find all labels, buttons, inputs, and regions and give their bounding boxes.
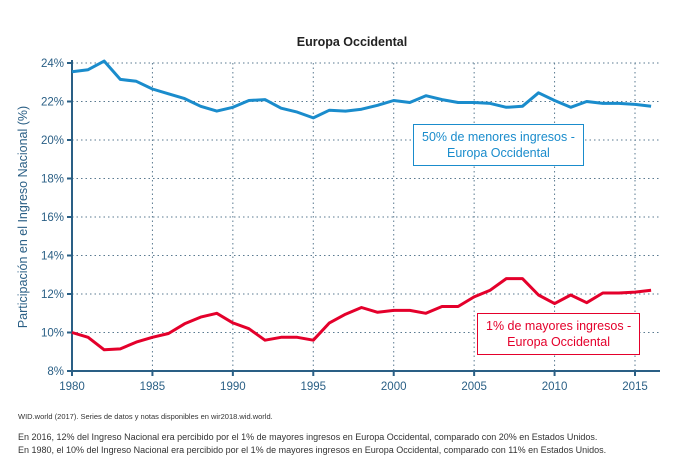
- y-tick-label: 14%: [41, 251, 64, 263]
- x-tick-label: 1980: [59, 381, 85, 393]
- legend-label-line: 1% de mayores ingresos -: [486, 319, 632, 333]
- x-tick-label: 1995: [300, 381, 326, 393]
- y-tick-label: 12%: [41, 289, 64, 301]
- legend-label-line: Europa Occidental: [447, 146, 550, 160]
- y-tick-label: 24%: [41, 58, 64, 70]
- footnote: En 1980, el 10% del Ingreso Nacional era…: [18, 445, 607, 455]
- y-tick-label: 22%: [41, 97, 64, 109]
- legend-label-bottom-50: 50% de menores ingresos - Europa Occiden…: [413, 124, 584, 166]
- y-tick-label: 18%: [41, 174, 64, 186]
- footnote: En 2016, 12% del Ingreso Nacional era pe…: [18, 432, 598, 442]
- y-axis-label: Participación en el Ingreso Nacional (%): [16, 106, 30, 328]
- chart-title: Europa Occidental: [297, 35, 407, 49]
- x-tick-label: 2010: [542, 381, 568, 393]
- y-tick-label: 10%: [41, 328, 64, 340]
- y-tick-label: 20%: [41, 135, 64, 147]
- x-tick-label: 2005: [461, 381, 487, 393]
- x-tick-label: 2015: [622, 381, 648, 393]
- y-tick-label: 8%: [47, 366, 64, 378]
- x-tick-label: 1990: [220, 381, 246, 393]
- legend-label-line: 50% de menores ingresos -: [422, 130, 575, 144]
- x-tick-label: 2000: [381, 381, 407, 393]
- legend-label-top-1: 1% de mayores ingresos - Europa Occident…: [477, 313, 641, 355]
- x-tick-label: 1985: [140, 381, 166, 393]
- legend-label-line: Europa Occidental: [507, 335, 611, 349]
- y-tick-label: 16%: [41, 212, 64, 224]
- series-line-top-1: [71, 277, 652, 352]
- source-note: WID.world (2017). Series de datos y nota…: [18, 412, 273, 421]
- series-line-bottom-50: [71, 59, 652, 120]
